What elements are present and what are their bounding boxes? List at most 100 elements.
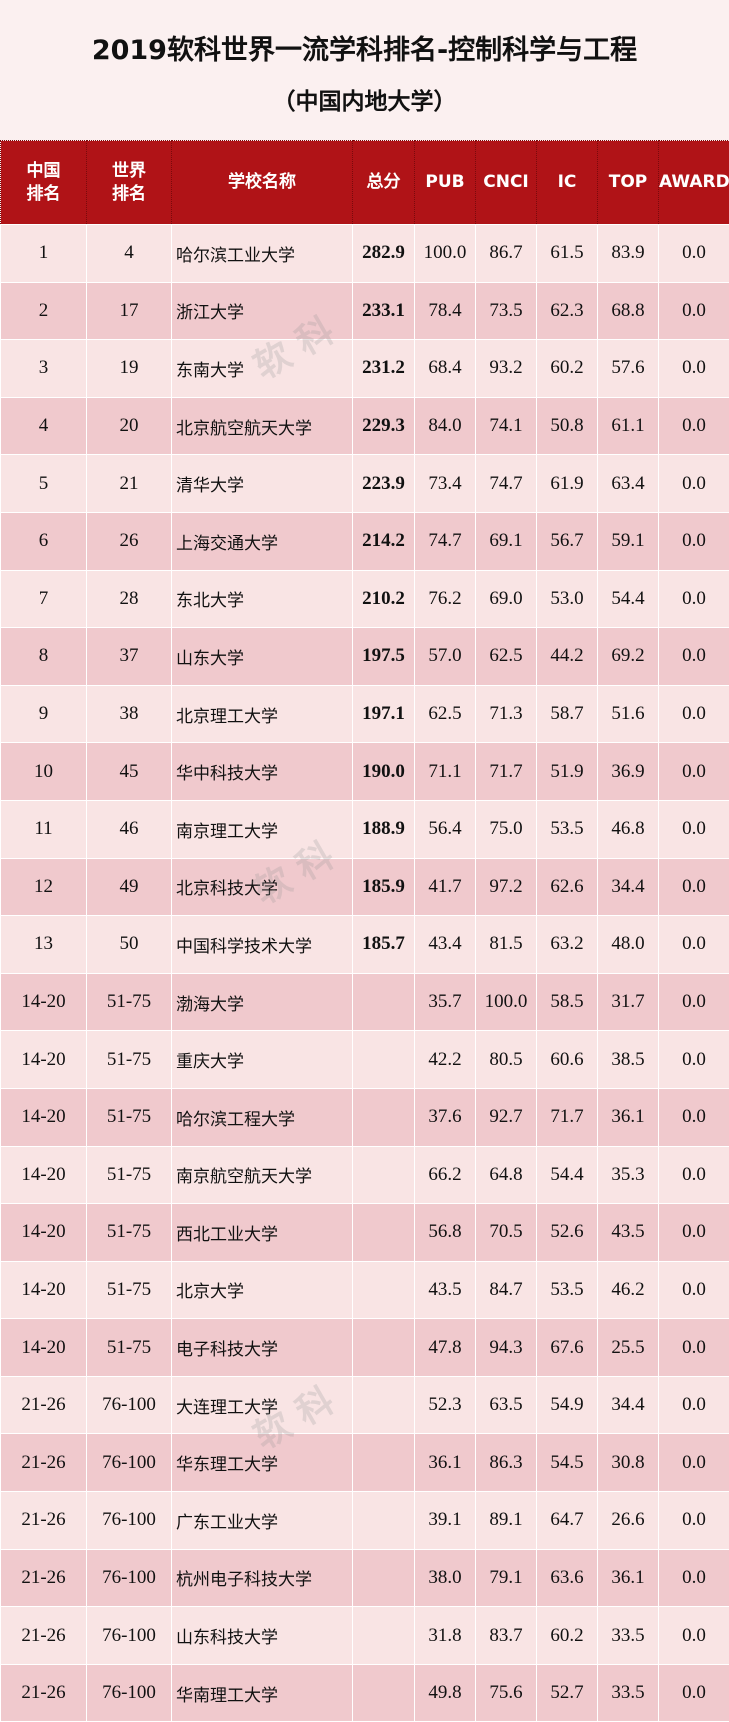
cell-school-name: 杭州电子科技大学 (171, 1548, 353, 1608)
cell-pub: 37.6 (414, 1087, 476, 1147)
cell-ic: 64.7 (536, 1491, 598, 1550)
cell-school-name: 华南理工大学 (171, 1663, 353, 1722)
cell-china-rank: 21-26 (0, 1548, 87, 1608)
cell-total-score (352, 1433, 415, 1493)
cell-ic: 58.7 (536, 684, 598, 744)
cell-award: 0.0 (658, 224, 729, 283)
cell-pub: 41.7 (414, 857, 476, 917)
cell-pub: 76.2 (414, 569, 476, 629)
cell-top: 36.9 (597, 742, 659, 801)
cell-ic: 71.7 (536, 1087, 598, 1147)
cell-world-rank: 4 (86, 224, 172, 283)
cell-china-rank: 12 (0, 857, 87, 917)
cell-cnci: 75.6 (475, 1663, 537, 1722)
table-row: 4 20 北京航空航天大学 229.3 84.0 74.1 50.8 61.1 0.0 (0, 396, 729, 456)
header-top: TOP (597, 140, 659, 225)
cell-pub: 84.0 (414, 396, 476, 456)
cell-award: 0.0 (658, 1375, 729, 1435)
cell-award: 0.0 (658, 1260, 729, 1320)
cell-award: 0.0 (658, 281, 729, 341)
cell-top: 36.1 (597, 1087, 659, 1147)
cell-award: 0.0 (658, 1606, 729, 1665)
cell-ic: 51.9 (536, 742, 598, 801)
cell-school-name: 电子科技大学 (171, 1318, 353, 1377)
cell-total-score: 223.9 (352, 454, 415, 513)
cell-school-name: 渤海大学 (171, 972, 353, 1032)
cell-top: 83.9 (597, 224, 659, 283)
cell-top: 54.4 (597, 569, 659, 629)
cell-award: 0.0 (658, 1663, 729, 1722)
cell-ic: 53.5 (536, 1260, 598, 1320)
cell-school-name: 华中科技大学 (171, 742, 353, 801)
cell-top: 57.6 (597, 339, 659, 398)
cell-cnci: 63.5 (475, 1375, 537, 1435)
cell-top: 46.2 (597, 1260, 659, 1320)
cell-top: 34.4 (597, 1375, 659, 1435)
cell-china-rank: 14-20 (0, 1260, 87, 1320)
table-row: 5 21 清华大学 223.9 73.4 74.7 61.9 63.4 0.0 (0, 454, 729, 513)
cell-award: 0.0 (658, 569, 729, 629)
cell-award: 0.0 (658, 972, 729, 1032)
cell-total-score (352, 1606, 415, 1665)
table-row: 14-20 51-75 渤海大学 35.7 100.0 58.5 31.7 0.0 (0, 972, 729, 1032)
cell-china-rank: 1 (0, 224, 87, 283)
cell-ic: 60.2 (536, 339, 598, 398)
header-ic: IC (536, 140, 598, 225)
cell-pub: 56.4 (414, 799, 476, 859)
table-row: 3 19 东南大学 231.2 68.4 93.2 60.2 57.6 0.0 (0, 339, 729, 398)
cell-pub: 62.5 (414, 684, 476, 744)
cell-china-rank: 3 (0, 339, 87, 398)
cell-cnci: 100.0 (475, 972, 537, 1032)
cell-ic: 60.6 (536, 1030, 598, 1089)
cell-ic: 52.6 (536, 1203, 598, 1262)
cell-school-name: 大连理工大学 (171, 1375, 353, 1435)
cell-total-score: 190.0 (352, 742, 415, 801)
cell-ic: 52.7 (536, 1663, 598, 1722)
cell-world-rank: 51-75 (86, 1318, 172, 1377)
cell-total-score (352, 1145, 415, 1205)
cell-top: 25.5 (597, 1318, 659, 1377)
cell-cnci: 94.3 (475, 1318, 537, 1377)
table-row: 9 38 北京理工大学 197.1 62.5 71.3 58.7 51.6 0.0 (0, 684, 729, 744)
cell-world-rank: 51-75 (86, 1145, 172, 1205)
table-row: 14-20 51-75 南京航空航天大学 66.2 64.8 54.4 35.3 0.0 (0, 1145, 729, 1205)
cell-ic: 62.3 (536, 281, 598, 341)
cell-award: 0.0 (658, 1087, 729, 1147)
cell-total-score (352, 1375, 415, 1435)
header-award: AWARD (658, 140, 729, 225)
table-row: 2 17 浙江大学 233.1 78.4 73.5 62.3 68.8 0.0 (0, 281, 729, 341)
cell-total-score: 197.1 (352, 684, 415, 744)
cell-cnci: 69.0 (475, 569, 537, 629)
cell-world-rank: 51-75 (86, 1260, 172, 1320)
header-world-rank: 世界排名 (86, 140, 172, 225)
cell-top: 33.5 (597, 1606, 659, 1665)
cell-world-rank: 37 (86, 627, 172, 686)
cell-china-rank: 11 (0, 799, 87, 859)
cell-total-score: 197.5 (352, 627, 415, 686)
cell-school-name: 上海交通大学 (171, 511, 353, 571)
cell-pub: 57.0 (414, 627, 476, 686)
cell-cnci: 97.2 (475, 857, 537, 917)
cell-pub: 78.4 (414, 281, 476, 341)
table-row: 1 4 哈尔滨工业大学 282.9 100.0 86.7 61.5 83.9 0.0 (0, 224, 729, 283)
cell-pub: 39.1 (414, 1491, 476, 1550)
cell-world-rank: 49 (86, 857, 172, 917)
cell-cnci: 92.7 (475, 1087, 537, 1147)
cell-total-score: 282.9 (352, 224, 415, 283)
table-row: 14-20 51-75 电子科技大学 47.8 94.3 67.6 25.5 0.0 (0, 1318, 729, 1377)
cell-ic: 53.0 (536, 569, 598, 629)
cell-total-score (352, 1260, 415, 1320)
cell-top: 69.2 (597, 627, 659, 686)
table-row: 21-26 76-100 大连理工大学 52.3 63.5 54.9 34.4 0.0 (0, 1375, 729, 1435)
table-row: 14-20 51-75 北京大学 43.5 84.7 53.5 46.2 0.0 (0, 1260, 729, 1320)
cell-pub: 43.5 (414, 1260, 476, 1320)
cell-top: 36.1 (597, 1548, 659, 1608)
cell-award: 0.0 (658, 915, 729, 974)
cell-total-score (352, 1087, 415, 1147)
cell-ic: 60.2 (536, 1606, 598, 1665)
cell-school-name: 北京理工大学 (171, 684, 353, 744)
page-title: 2019软科世界一流学科排名-控制科学与工程 (91, 35, 638, 66)
cell-cnci: 69.1 (475, 511, 537, 571)
cell-award: 0.0 (658, 1491, 729, 1550)
cell-ic: 50.8 (536, 396, 598, 456)
